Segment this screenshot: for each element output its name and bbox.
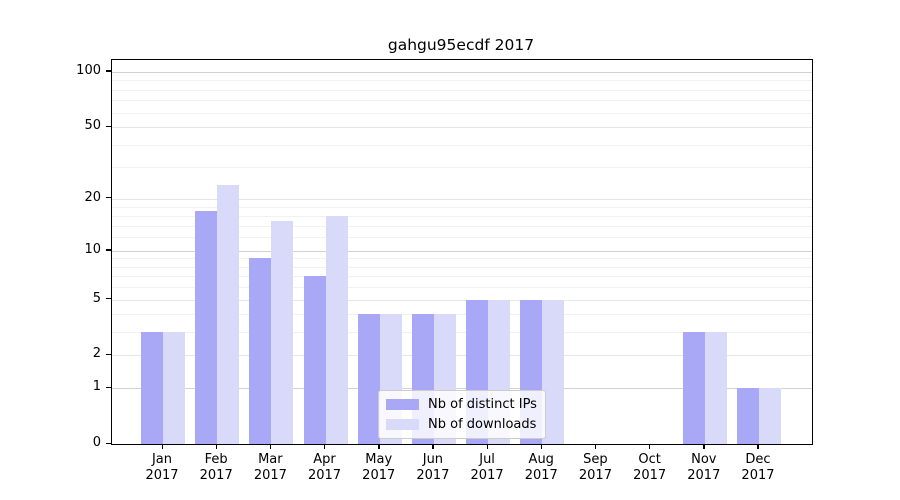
x-tick-mark — [649, 444, 651, 450]
bar-ips-may — [357, 314, 380, 444]
gridline-16 — [112, 215, 812, 217]
y-tick-label-5: 5 — [92, 290, 101, 306]
gridline-70 — [112, 100, 812, 102]
gridline-4 — [112, 314, 812, 316]
gridline-1 — [112, 388, 812, 390]
legend: Nb of distinct IPs Nb of downloads — [378, 390, 546, 439]
gridline-18 — [112, 206, 812, 208]
x-tick-mark — [540, 444, 543, 450]
gridline-20 — [112, 198, 812, 200]
y-tick-mark — [106, 249, 111, 251]
bar-downloads-feb — [217, 184, 240, 444]
y-tick-label-50: 50 — [84, 118, 101, 134]
legend-item-distinct-ips: Nb of distinct IPs — [386, 397, 537, 412]
gridline-5 — [112, 299, 812, 301]
y-tick-mark — [106, 442, 111, 444]
x-tick-mark — [324, 444, 326, 450]
x-tick-mark — [594, 444, 597, 450]
x-tick-label-sep: Sep 2017 — [578, 452, 612, 483]
gridline-9 — [112, 258, 812, 260]
x-tick-label-aug: Aug 2017 — [524, 452, 558, 483]
gridline-2 — [112, 355, 812, 357]
x-tick-label-oct: Oct 2017 — [633, 452, 667, 483]
x-tick-label-feb: Feb 2017 — [199, 452, 233, 483]
y-tick-mark — [106, 70, 111, 72]
x-tick-label-dec: Dec 2017 — [741, 452, 775, 483]
gridline-30 — [112, 167, 812, 169]
x-tick-mark — [215, 444, 217, 450]
gridline-60 — [112, 112, 812, 114]
x-tick-label-may: May 2017 — [362, 452, 396, 483]
bar-ips-jan — [141, 332, 163, 444]
x-tick-mark — [486, 444, 488, 450]
distinct-ips-swatch — [386, 399, 419, 410]
gridline-50 — [112, 127, 812, 129]
downloads-swatch — [386, 419, 419, 430]
gridline-6 — [112, 287, 812, 289]
y-tick-mark — [106, 125, 111, 127]
bar-downloads-apr — [325, 215, 348, 444]
x-tick-label-jun: Jun 2017 — [416, 452, 450, 483]
y-tick-label-100: 100 — [76, 62, 101, 78]
bar-downloads-nov — [704, 332, 727, 444]
y-tick-label-1: 1 — [92, 379, 101, 395]
x-tick-mark — [703, 444, 705, 450]
y-tick-label-2: 2 — [92, 346, 101, 362]
plot-area — [111, 59, 813, 445]
gridline-40 — [112, 144, 812, 146]
gridline-80 — [112, 89, 812, 91]
x-tick-mark — [378, 444, 380, 450]
gridline-100 — [112, 71, 812, 73]
bar-ips-dec — [736, 388, 759, 444]
bar-ips-feb — [195, 211, 218, 444]
bar-ips-apr — [303, 276, 326, 444]
x-tick-mark — [757, 444, 759, 450]
legend-label: Nb of downloads — [428, 417, 537, 432]
gridline-12 — [112, 237, 812, 239]
x-tick-mark — [269, 444, 272, 450]
gridline-8 — [112, 266, 812, 268]
y-tick-mark — [106, 197, 111, 199]
y-tick-label-20: 20 — [84, 189, 101, 205]
y-tick-mark — [106, 386, 111, 388]
bar-downloads-dec — [758, 388, 781, 444]
x-tick-label-jul: Jul 2017 — [470, 452, 504, 483]
bar-downloads-jan — [163, 332, 185, 444]
bar-downloads-aug — [542, 299, 565, 444]
gridline-10 — [112, 250, 812, 252]
legend-item-downloads: Nb of downloads — [386, 417, 537, 432]
y-tick-mark — [106, 298, 111, 300]
x-tick-label-nov: Nov 2017 — [687, 452, 721, 483]
legend-label: Nb of distinct IPs — [428, 397, 537, 412]
gridline-90 — [112, 80, 812, 82]
bar-downloads-mar — [271, 220, 294, 444]
y-tick-mark — [106, 353, 111, 356]
gridline-3 — [112, 332, 812, 334]
x-tick-label-mar: Mar 2017 — [253, 452, 287, 483]
gridline-14 — [112, 225, 812, 227]
x-tick-mark — [161, 444, 163, 450]
y-tick-label-0: 0 — [92, 435, 101, 450]
y-tick-label-10: 10 — [84, 241, 101, 257]
bar-ips-nov — [682, 332, 705, 444]
chart-title: gahgu95ecdf 2017 — [387, 36, 535, 54]
x-tick-label-apr: Apr 2017 — [307, 452, 342, 483]
x-tick-mark — [432, 444, 434, 450]
gridline-7 — [112, 276, 812, 278]
x-tick-label-jan: Jan 2017 — [145, 452, 179, 483]
bar-ips-mar — [249, 258, 272, 444]
